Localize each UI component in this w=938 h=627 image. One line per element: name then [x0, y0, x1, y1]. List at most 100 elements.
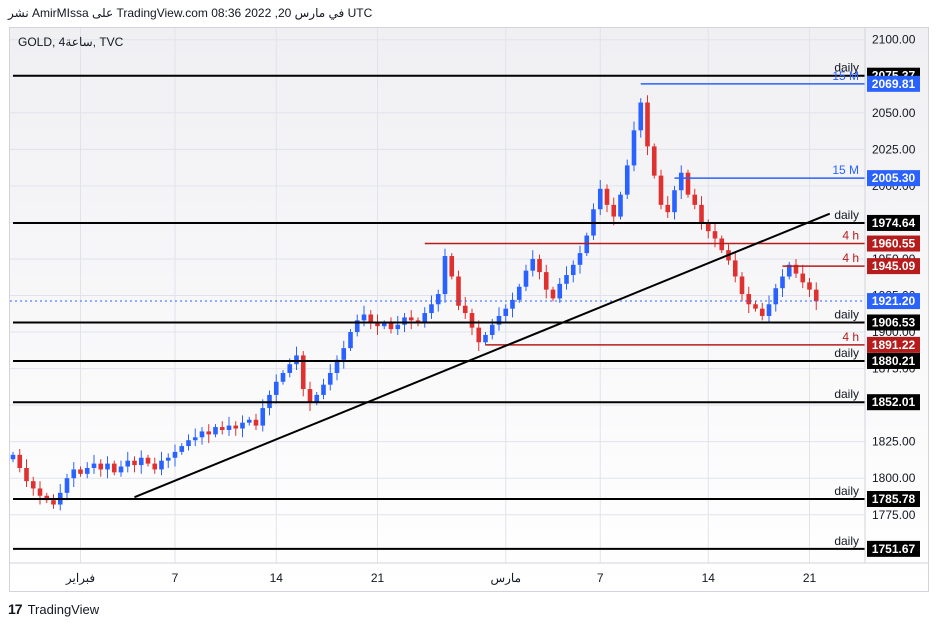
candle-down [17, 454, 23, 468]
candle-down [24, 467, 29, 482]
candle-up [530, 258, 536, 271]
candle-down [44, 495, 50, 501]
candle-up [503, 308, 509, 316]
price-badge [867, 314, 920, 331]
candle-up [381, 323, 387, 327]
candle-down [219, 427, 225, 430]
trendline [134, 212, 831, 499]
candle-down [375, 321, 380, 327]
candle-up [402, 317, 407, 325]
candle-up [672, 190, 677, 213]
candle-down [206, 431, 212, 435]
candle-up [348, 332, 353, 349]
candle-down [145, 457, 151, 464]
price-badge-label: 1921.20 [872, 294, 916, 308]
candle-down [78, 469, 83, 474]
y-tick-label: 2050.00 [872, 106, 916, 120]
price-badge-label: 2005.30 [872, 171, 916, 185]
level-label: daily [834, 484, 859, 498]
x-tick-label: 7 [597, 571, 604, 585]
candle-down [692, 194, 698, 205]
candle-up [354, 320, 360, 333]
y-tick-label: 1825.00 [872, 435, 916, 449]
candle-up [489, 324, 495, 335]
candle-down [51, 500, 56, 505]
x-tick-label: 21 [803, 571, 817, 585]
candle-down [449, 256, 455, 277]
candle-up [199, 431, 205, 438]
candle-up [64, 478, 70, 493]
y-tick-label: 2100.00 [872, 33, 916, 47]
candle-down [685, 172, 691, 195]
price-badge [867, 214, 920, 231]
tradingview-logo[interactable]: 17 TradingView [8, 601, 99, 617]
x-tick-label: فبراير [65, 571, 95, 585]
candle-down [152, 463, 158, 470]
x-tick-label: 14 [702, 571, 716, 585]
level-label: 15 M [832, 163, 859, 177]
price-badge [867, 258, 920, 275]
candle-up [422, 313, 428, 324]
candle-up [280, 372, 286, 382]
candle-down [408, 317, 414, 321]
price-badge [867, 75, 920, 92]
price-badge-label: 1751.67 [872, 542, 916, 556]
candle-up [638, 102, 644, 131]
candle-down [233, 425, 239, 429]
candle-down [712, 231, 718, 239]
candle-down [132, 460, 137, 466]
candle-down [732, 260, 738, 277]
price-badge [867, 235, 920, 252]
level-label: daily [834, 208, 859, 222]
candle-down [388, 323, 394, 330]
price-badge-label: 2069.81 [872, 77, 916, 91]
price-badge [867, 394, 920, 411]
candle-down [645, 102, 650, 147]
candle-up [429, 304, 434, 314]
price-badge [867, 170, 920, 187]
candle-down [253, 419, 259, 426]
y-tick-label: 1800.00 [872, 471, 916, 485]
candle-down [658, 175, 664, 205]
candle-up [516, 286, 522, 300]
candle-down [37, 488, 43, 496]
level-label: 4 h [842, 330, 859, 344]
price-badge-label: 1891.22 [872, 338, 916, 352]
price-badge-label: 1880.21 [872, 354, 916, 368]
price-badge [867, 491, 920, 508]
candle-up [294, 355, 299, 365]
candle-up [287, 364, 293, 373]
candle-up [597, 188, 603, 210]
candle-up [496, 315, 502, 325]
candle-down [456, 276, 461, 306]
candle-up [395, 324, 401, 330]
candle-up [159, 460, 164, 470]
candle-down [813, 289, 819, 302]
level-label: 4 h [842, 251, 859, 265]
candle-down [807, 282, 812, 290]
candle-down [307, 389, 313, 403]
candle-up [341, 348, 347, 360]
price-badge-label: 1974.64 [872, 216, 916, 230]
price-badge-label: 1852.01 [872, 395, 916, 409]
candle-down [699, 204, 704, 224]
candle-up [213, 427, 218, 435]
tradingview-mark-icon: 17 [8, 601, 23, 617]
candle-up [10, 454, 16, 460]
candle-up [186, 440, 191, 447]
price-badge-label: 1785.78 [872, 492, 916, 506]
chart-background [10, 28, 928, 591]
candle-down [537, 258, 542, 273]
candle-down [665, 204, 671, 213]
time-axis[interactable]: فبراير 7 14 21 مارس 7 14 21 [65, 571, 817, 585]
level-label: daily [834, 534, 859, 548]
candle-up [570, 264, 576, 276]
candle-down [719, 238, 725, 251]
candle-down [543, 272, 549, 290]
candle-down [753, 304, 758, 309]
candle-down [800, 273, 806, 283]
price-badge-label: 1906.53 [872, 315, 916, 329]
